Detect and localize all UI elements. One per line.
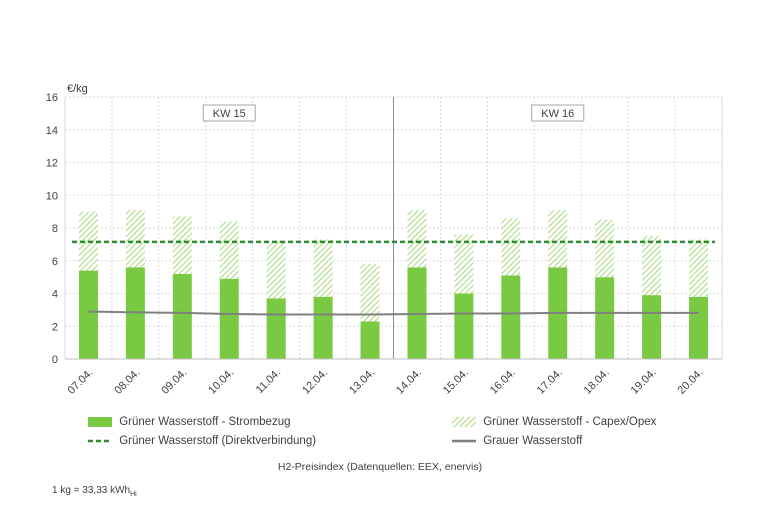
legend-item-strombezug: Grüner Wasserstoff - Strombezug: [88, 416, 291, 428]
week-label-box: [202, 104, 256, 122]
bar-strombezug: [219, 278, 239, 359]
x-tick-label: 12.04.: [300, 367, 330, 397]
bar-capex-opex: [266, 241, 286, 299]
line-series: [72, 240, 715, 316]
grid-lines: [64, 96, 723, 360]
bar-strombezug: [501, 275, 521, 359]
x-tick-label: 16.04.: [488, 367, 518, 397]
legend-swatch-line: [452, 439, 476, 443]
x-tick-label: 07.04.: [65, 367, 95, 397]
bar-capex-opex: [172, 216, 192, 274]
bar-capex-opex: [454, 234, 474, 294]
bar-strombezug: [313, 296, 333, 359]
legend-item-capex-opex: Grüner Wasserstoff - Capex/Opex: [452, 416, 656, 428]
bar-capex-opex: [689, 239, 709, 297]
y-tick-label: 12: [46, 158, 58, 170]
x-tick-label: 08.04.: [112, 367, 142, 397]
axes: 0 2 4 6 8 10 12 14 16 €/kg 07.04. 08.04. 09.04. 10.04…: [46, 83, 722, 397]
bar-strombezug: [454, 293, 474, 359]
legend-label-capex-opex: Grüner Wasserstoff - Capex/Opex: [483, 416, 657, 428]
bar-capex-opex: [313, 239, 333, 297]
bar-capex-opex: [501, 218, 521, 276]
y-tick-label: 14: [46, 125, 58, 137]
week-label-box: [531, 104, 585, 122]
legend-label-grauer-wasserstoff: Grauer Wasserstoff: [483, 435, 583, 447]
y-tick-label: 0: [52, 354, 58, 366]
bar-strombezug: [266, 298, 286, 359]
x-tick-label: 11.04.: [254, 367, 284, 397]
y-tick-label: 10: [46, 190, 58, 202]
chart-title: H2-Preisindex (Datenquellen: EEX, enervi…: [277, 461, 483, 473]
x-tick-label: 14.04.: [394, 367, 424, 397]
legend-item-grauer-wasserstoff: Grauer Wasserstoff: [452, 435, 582, 447]
bar-strombezug: [172, 273, 192, 359]
bar-capex-opex: [548, 209, 568, 268]
legend-swatch-solid: [88, 416, 112, 427]
bar-strombezug: [360, 321, 380, 359]
y-tick-label: 16: [46, 92, 58, 104]
bar-capex-opex: [407, 209, 427, 268]
week-label: KW 15: [213, 108, 246, 120]
bar-capex-opex: [642, 236, 662, 296]
x-tick-label: 20.04.: [676, 367, 706, 397]
bar-strombezug: [689, 296, 709, 359]
bar-capex-opex: [219, 221, 239, 279]
x-tick-label: 09.04.: [159, 367, 189, 397]
bar-capex-opex: [595, 219, 615, 278]
chart-area: 0 2 4 6 8 10 12 14 16 €/kg 07.04. 08.04. 09.04. 10.04…: [46, 83, 723, 397]
legend-item-direktverbindung: Grüner Wasserstoff (Direktverbindung): [88, 435, 316, 447]
x-tick-label: 15.04.: [441, 367, 471, 397]
line-grauer-wasserstoff: [88, 310, 699, 316]
y-tick-label: 6: [52, 256, 58, 268]
legend-swatch-dashed: [88, 439, 112, 443]
footnote-text: 1 kg = 33,33 kWh: [52, 485, 131, 496]
y-tick-label: 8: [52, 223, 58, 235]
y-axis-unit-label: €/kg: [67, 83, 88, 95]
bar-capex-opex: [125, 209, 145, 268]
legend-swatch-hatched: [452, 416, 476, 427]
bar-strombezug: [642, 295, 662, 359]
x-tick-label: 19.04.: [629, 367, 659, 397]
x-tick-label: 17.04.: [535, 367, 565, 397]
footnote: 1 kg = 33,33 kWhHi: [52, 485, 137, 498]
x-tick-label: 10.04.: [206, 367, 236, 397]
y-tick-label: 2: [52, 321, 58, 333]
legend-label-direktverbindung: Grüner Wasserstoff (Direktverbindung): [119, 435, 317, 447]
week-label: KW 16: [541, 108, 574, 120]
legend-label-strombezug: Grüner Wasserstoff - Strombezug: [119, 416, 291, 428]
x-tick-label: 18.04.: [582, 367, 612, 397]
bar-strombezug: [595, 277, 615, 359]
y-tick-label: 4: [52, 289, 58, 301]
bar-strombezug: [78, 270, 98, 359]
bar-capex-opex: [360, 264, 380, 322]
footnote-subscript: Hi: [130, 491, 137, 498]
x-tick-label: 13.04.: [347, 367, 377, 397]
